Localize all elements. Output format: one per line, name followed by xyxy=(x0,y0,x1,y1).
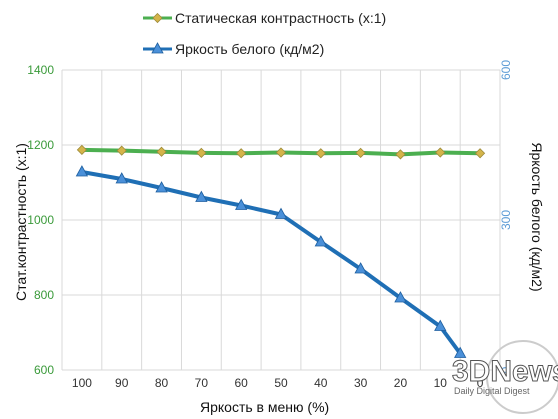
data-point-triangle xyxy=(354,262,367,274)
right-tick-label: 0 xyxy=(499,366,513,373)
watermark-tagline: Daily Digital Digest xyxy=(454,386,530,396)
x-tick-label: 80 xyxy=(155,376,169,390)
data-point-diamond xyxy=(196,147,207,158)
data-point-triangle xyxy=(314,235,327,247)
data-point-diamond xyxy=(475,148,486,159)
x-tick-label: 70 xyxy=(195,376,209,390)
watermark: 3DNews Daily Digital Digest xyxy=(452,340,558,414)
data-point-diamond xyxy=(275,147,287,158)
right-tick-label: 300 xyxy=(499,210,513,230)
legend-marker-contrast xyxy=(152,12,163,24)
data-point-diamond xyxy=(355,147,366,158)
legend: Статическая контрастность (x:1) Яркость … xyxy=(143,10,386,57)
x-tick-label: 50 xyxy=(274,376,288,390)
x-axis-ticks: 100 90 80 70 60 50 40 30 20 10 0 xyxy=(72,376,484,390)
left-tick-label: 1000 xyxy=(27,213,54,227)
legend-label-contrast: Статическая контрастность (x:1) xyxy=(175,10,386,26)
left-tick-label: 600 xyxy=(34,363,54,377)
x-tick-label: 40 xyxy=(314,376,328,390)
data-point-diamond xyxy=(395,149,406,160)
data-point-triangle xyxy=(115,172,128,184)
series-1 xyxy=(75,165,467,358)
data-point-diamond xyxy=(156,146,167,157)
left-tick-label: 1200 xyxy=(27,138,54,152)
x-tick-label: 100 xyxy=(72,376,92,390)
x-tick-label: 30 xyxy=(354,376,368,390)
series-layer xyxy=(75,144,486,358)
watermark-logo: 3DNews xyxy=(452,355,558,388)
series-0 xyxy=(76,144,486,160)
left-axis-ticks: 600 800 1000 1200 1400 xyxy=(27,63,54,377)
data-point-diamond xyxy=(315,148,326,159)
data-point-triangle xyxy=(75,165,89,177)
left-tick-label: 1400 xyxy=(27,63,54,77)
series-line-1 xyxy=(81,170,462,355)
gridlines xyxy=(61,69,501,371)
x-tick-label: 20 xyxy=(394,376,408,390)
x-tick-label: 60 xyxy=(235,376,249,390)
data-point-diamond xyxy=(435,147,446,158)
data-point-triangle xyxy=(454,346,467,358)
x-tick-label: 90 xyxy=(115,376,129,390)
data-point-triangle xyxy=(155,181,168,193)
data-point-triangle xyxy=(274,207,288,219)
x-tick-label: 0 xyxy=(477,376,484,390)
right-tick-label: 600 xyxy=(499,60,513,80)
data-point-triangle xyxy=(235,198,248,210)
data-point-diamond xyxy=(116,145,127,156)
legend-marker-brightness xyxy=(151,42,164,54)
data-point-triangle xyxy=(195,190,208,202)
legend-label-brightness: Яркость белого (кд/м2) xyxy=(175,41,324,57)
right-axis-label: Яркость белого (кд/м2) xyxy=(529,142,545,291)
left-axis-label: Стат.контрастность (x:1) xyxy=(13,143,29,301)
x-tick-label: 10 xyxy=(434,376,448,390)
right-axis-ticks: 0 300 600 xyxy=(499,60,513,374)
left-tick-label: 800 xyxy=(34,288,54,302)
data-point-triangle xyxy=(394,291,407,303)
x-axis-label: Яркость в меню (%) xyxy=(200,399,329,415)
data-point-triangle xyxy=(434,319,447,331)
data-point-diamond xyxy=(236,148,247,159)
data-point-diamond xyxy=(76,144,87,155)
watermark-ring-icon xyxy=(486,340,558,414)
